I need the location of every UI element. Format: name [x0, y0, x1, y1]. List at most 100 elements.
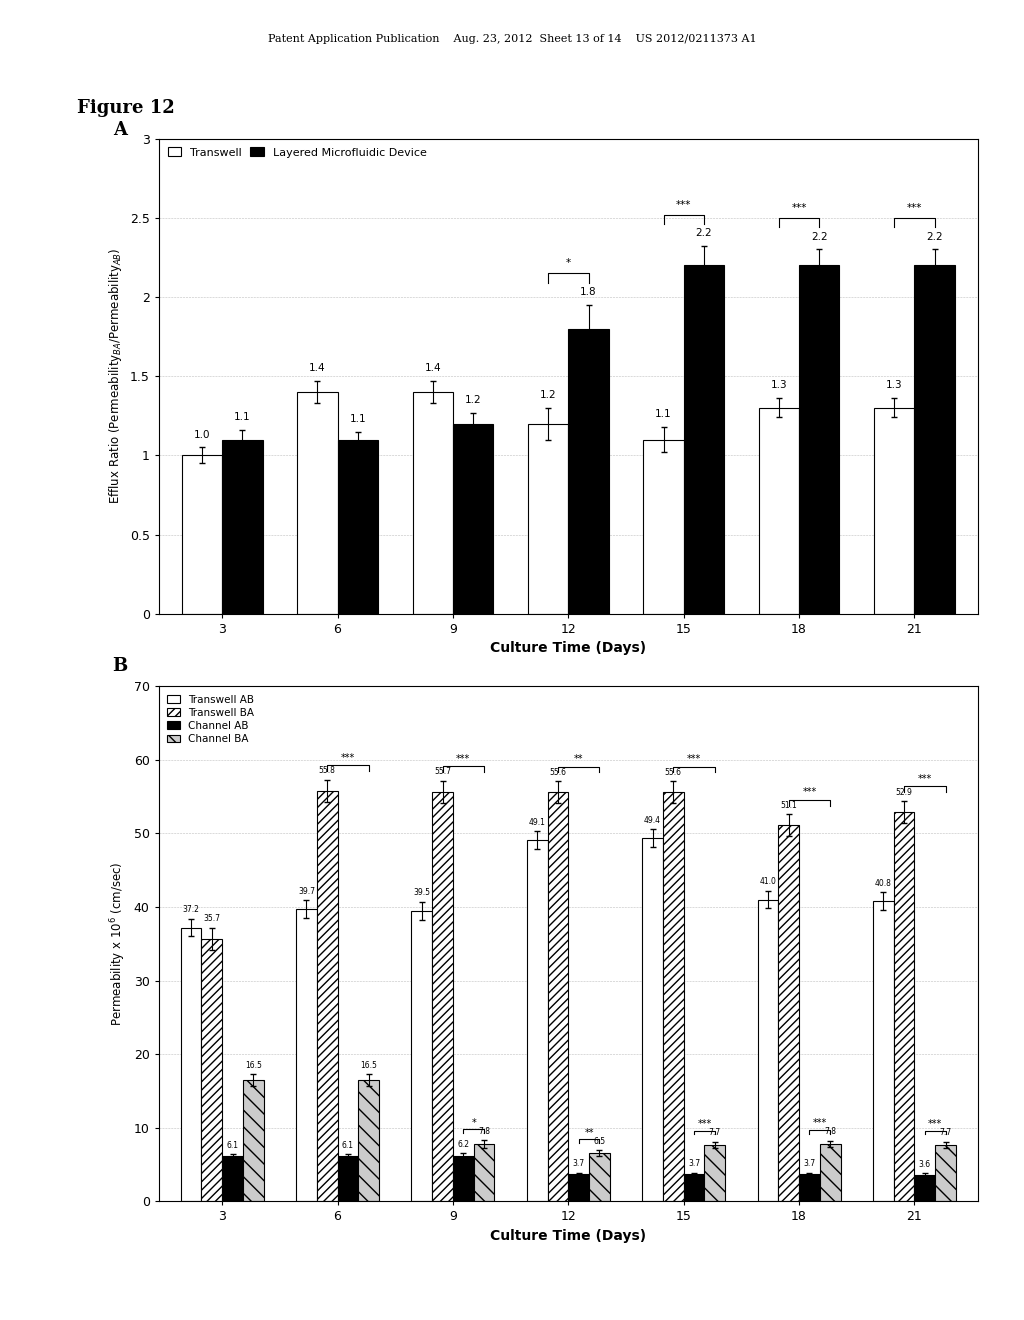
Text: 52.9: 52.9 [896, 788, 912, 797]
Bar [820, 1144, 841, 1201]
Bar [568, 329, 608, 614]
Bar [935, 1144, 956, 1201]
Text: 7.7: 7.7 [709, 1129, 721, 1138]
Legend: Transwell, Layered Microfluidic Device: Transwell, Layered Microfluidic Device [164, 144, 430, 161]
Text: 55.6: 55.6 [550, 768, 566, 777]
Bar [243, 1080, 264, 1201]
Bar [684, 265, 724, 614]
Text: 49.1: 49.1 [528, 818, 546, 826]
Text: Patent Application Publication    Aug. 23, 2012  Sheet 13 of 14    US 2012/02113: Patent Application Publication Aug. 23, … [267, 34, 757, 45]
Bar [526, 840, 548, 1201]
Text: 55.7: 55.7 [434, 767, 451, 776]
Bar [759, 408, 799, 614]
Text: 1.4: 1.4 [309, 363, 326, 374]
Text: 1.1: 1.1 [234, 412, 251, 422]
Text: ***: *** [907, 203, 923, 213]
Text: 55.6: 55.6 [665, 768, 682, 777]
Text: ***: *** [687, 754, 701, 764]
Text: ***: *** [803, 788, 816, 797]
Text: Figure 12: Figure 12 [77, 99, 174, 117]
Text: 6.1: 6.1 [342, 1140, 354, 1150]
Text: 55.8: 55.8 [318, 767, 336, 775]
Bar [799, 1173, 820, 1201]
Text: 51.1: 51.1 [780, 801, 797, 810]
Bar [799, 265, 840, 614]
Legend: Transwell AB, Transwell BA, Channel AB, Channel BA: Transwell AB, Transwell BA, Channel AB, … [164, 692, 257, 747]
Text: 1.1: 1.1 [349, 413, 366, 424]
Text: 1.3: 1.3 [886, 380, 902, 391]
Bar [872, 902, 894, 1201]
Bar [528, 424, 568, 614]
Text: 7.8: 7.8 [478, 1127, 490, 1135]
Text: 1.4: 1.4 [424, 363, 441, 374]
Text: 3.7: 3.7 [572, 1159, 585, 1168]
Text: 39.5: 39.5 [414, 888, 430, 898]
Bar [548, 792, 568, 1201]
X-axis label: Culture Time (Days): Culture Time (Days) [490, 642, 646, 656]
Text: 40.8: 40.8 [874, 879, 892, 888]
Bar [643, 440, 684, 614]
Text: 7.8: 7.8 [824, 1127, 837, 1137]
Text: 6.1: 6.1 [226, 1140, 239, 1150]
Bar [453, 424, 494, 614]
Text: 7.7: 7.7 [940, 1129, 951, 1138]
Text: 49.4: 49.4 [644, 816, 662, 825]
Bar [663, 792, 684, 1201]
Text: 6.5: 6.5 [594, 1137, 605, 1146]
Bar [413, 392, 453, 614]
Text: 1.0: 1.0 [194, 429, 210, 440]
Text: 1.3: 1.3 [771, 380, 787, 391]
Text: ***: *** [918, 775, 932, 784]
Bar [684, 1173, 705, 1201]
Text: ***: *** [792, 203, 807, 213]
Bar [705, 1144, 725, 1201]
Text: ***: *** [928, 1119, 942, 1129]
Text: *: * [565, 259, 571, 268]
Bar [180, 928, 202, 1201]
Bar [222, 1156, 243, 1201]
Text: **: ** [585, 1129, 594, 1138]
Bar [182, 455, 222, 614]
Text: *: * [471, 1118, 476, 1127]
Bar [589, 1154, 610, 1201]
Text: 37.2: 37.2 [182, 906, 200, 915]
Text: 3.6: 3.6 [919, 1160, 931, 1168]
Bar [338, 1156, 358, 1201]
Text: 39.7: 39.7 [298, 887, 315, 896]
Bar [296, 909, 316, 1201]
Bar [914, 265, 954, 614]
Text: **: ** [574, 754, 584, 764]
Bar [778, 825, 799, 1201]
Text: ***: *** [457, 754, 470, 763]
Text: B: B [113, 656, 128, 675]
Bar [894, 812, 914, 1201]
Text: 1.1: 1.1 [655, 409, 672, 418]
Bar [316, 791, 338, 1201]
Text: 2.2: 2.2 [927, 231, 943, 242]
Text: 3.7: 3.7 [688, 1159, 700, 1168]
Bar [874, 408, 914, 614]
Bar [758, 900, 778, 1201]
Bar [914, 1175, 935, 1201]
Text: ***: *** [676, 199, 691, 210]
Text: A: A [113, 120, 127, 139]
Text: ***: *** [813, 1118, 827, 1129]
Text: 1.2: 1.2 [465, 395, 481, 405]
Bar [358, 1080, 379, 1201]
Text: 1.2: 1.2 [540, 389, 556, 400]
Text: 3.7: 3.7 [804, 1159, 815, 1168]
Bar [432, 792, 453, 1201]
Bar [453, 1155, 474, 1201]
Y-axis label: Efflux Ratio (Permeability$_{BA}$/Permeability$_{AB}$): Efflux Ratio (Permeability$_{BA}$/Permea… [108, 248, 124, 504]
Bar [297, 392, 338, 614]
Text: ***: *** [341, 752, 355, 763]
Text: 35.7: 35.7 [204, 915, 220, 923]
Text: 16.5: 16.5 [360, 1060, 377, 1069]
X-axis label: Culture Time (Days): Culture Time (Days) [490, 1229, 646, 1243]
Bar [338, 440, 378, 614]
Bar [568, 1173, 589, 1201]
Text: 1.8: 1.8 [581, 286, 597, 297]
Text: 2.2: 2.2 [695, 228, 713, 239]
Text: 41.0: 41.0 [760, 878, 776, 887]
Bar [202, 939, 222, 1201]
